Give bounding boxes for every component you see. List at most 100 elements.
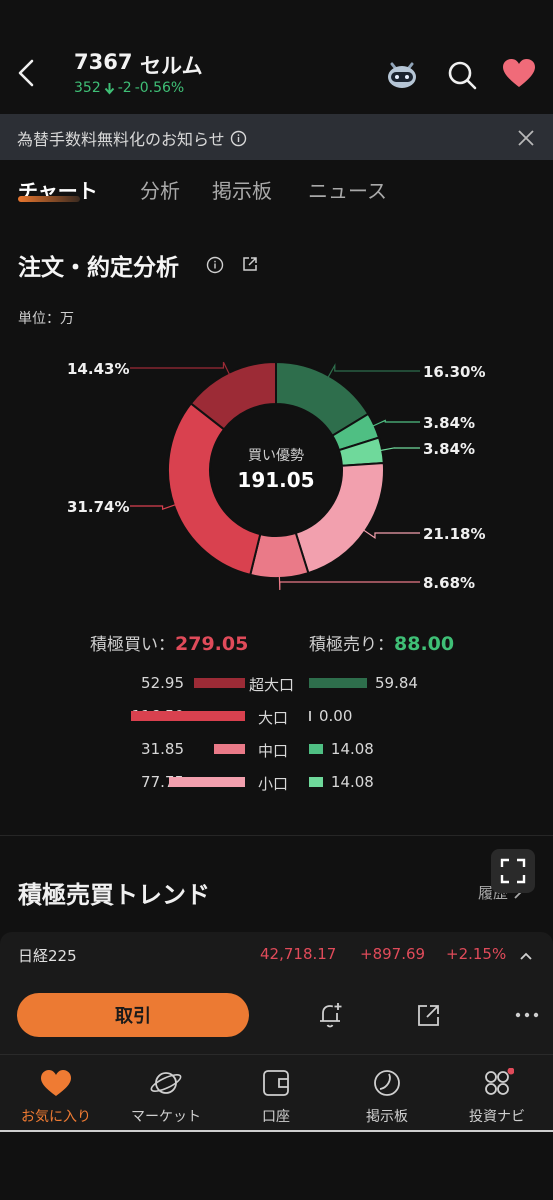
more-dots-icon bbox=[515, 1012, 539, 1018]
nav-label: 口座 bbox=[262, 1109, 290, 1125]
bell-plus-icon bbox=[320, 1003, 342, 1028]
nav-account[interactable]: 口座 bbox=[221, 1068, 331, 1126]
price-line: 352 -2 -0.56% bbox=[74, 80, 184, 96]
chevron-left-icon bbox=[18, 59, 34, 87]
donut-slice-ultra-large-buy bbox=[189, 360, 277, 431]
nav-favorites[interactable]: お気に入り bbox=[1, 1068, 111, 1126]
share-icon bbox=[418, 1005, 439, 1026]
more-button[interactable] bbox=[514, 1000, 542, 1030]
fullscreen-button[interactable] bbox=[491, 849, 535, 893]
donut-center-label: 買い優勢 bbox=[248, 448, 304, 464]
active-sell-summary: 積極売り：88.00 bbox=[309, 630, 454, 655]
slice-label-medium-buy: 8.68% bbox=[423, 574, 476, 592]
trend-title: 積極売買トレンド bbox=[18, 881, 210, 909]
row-buy-bar bbox=[131, 711, 245, 721]
slice-label-ultra-large-sell: 16.30% bbox=[423, 363, 486, 381]
section-divider bbox=[0, 835, 553, 836]
tab-analysis[interactable]: 分析 bbox=[140, 179, 180, 203]
favorite-button[interactable] bbox=[501, 56, 537, 92]
info-icon bbox=[206, 256, 224, 274]
share-icon bbox=[243, 257, 257, 271]
active-sell-label: 積極売り： bbox=[309, 635, 394, 655]
leader-line-medium-buy bbox=[278, 573, 420, 590]
notice-label: 為替手数料無料化のお知らせ bbox=[17, 130, 225, 149]
leader-line-ultra-large-sell bbox=[326, 363, 420, 380]
notice-text[interactable]: 為替手数料無料化のお知らせ bbox=[17, 126, 247, 150]
price-change: -2 bbox=[117, 80, 132, 96]
active-buy-label: 積極買い： bbox=[90, 635, 175, 655]
row-buy-bar bbox=[214, 744, 245, 754]
stock-name: セルム bbox=[140, 54, 203, 78]
row-sell-bar bbox=[309, 777, 323, 787]
price-change-pct: -0.56% bbox=[134, 80, 185, 96]
active-tab-indicator bbox=[18, 196, 80, 202]
active-buy-value: 279.05 bbox=[175, 633, 249, 655]
index-change-pct: +2.15% bbox=[446, 945, 507, 963]
row-buy-value: 52.95 bbox=[141, 674, 184, 692]
slice-label-large-buy: 31.74% bbox=[67, 498, 130, 516]
notice-banner[interactable] bbox=[0, 114, 553, 160]
chevron-up-icon bbox=[520, 952, 532, 960]
leader-line-medium-sell bbox=[378, 447, 420, 452]
nav-invest-navi[interactable]: 投資ナビ bbox=[442, 1067, 552, 1126]
nav-market[interactable]: マーケット bbox=[111, 1068, 221, 1126]
tab-board[interactable]: 掲示板 bbox=[212, 179, 272, 203]
board-icon bbox=[374, 1070, 400, 1096]
nav-board[interactable]: 掲示板 bbox=[332, 1068, 442, 1126]
trade-button[interactable]: 取引 bbox=[17, 993, 249, 1037]
price-alert-button[interactable] bbox=[317, 1000, 345, 1030]
current-price: 352 bbox=[74, 80, 101, 96]
tab-news[interactable]: ニュース bbox=[308, 179, 387, 203]
info-icon bbox=[230, 130, 246, 147]
home-indicator bbox=[0, 1130, 553, 1132]
share-button[interactable] bbox=[415, 1000, 443, 1030]
back-button[interactable] bbox=[14, 58, 38, 88]
order-donut-chart bbox=[130, 360, 420, 590]
nav-divider bbox=[0, 1054, 553, 1055]
row-sell-value: 14.08 bbox=[330, 773, 374, 791]
row-buy-bar bbox=[193, 678, 245, 688]
slice-label-ultra-large-buy: 14.43% bbox=[67, 360, 130, 378]
slice-label-large-sell: 3.84% bbox=[423, 414, 476, 432]
section-share-button[interactable] bbox=[241, 255, 259, 277]
close-icon bbox=[518, 130, 534, 146]
arrow-down-icon bbox=[104, 82, 114, 95]
wallet-icon bbox=[263, 1070, 289, 1096]
row-sell-value: 0.00 bbox=[319, 707, 353, 725]
row-label: 中口 bbox=[258, 742, 289, 760]
robot-mascot-icon bbox=[388, 62, 416, 88]
search-icon bbox=[448, 61, 477, 90]
row-buy-value: 77.75 bbox=[141, 773, 184, 791]
slice-label-medium-sell: 3.84% bbox=[423, 440, 476, 458]
index-expand-button[interactable] bbox=[519, 947, 533, 966]
slice-label-small-buy: 21.18% bbox=[423, 525, 486, 543]
row-label: 小口 bbox=[258, 775, 289, 793]
active-sell-value: 88.00 bbox=[394, 633, 455, 655]
search-button[interactable] bbox=[444, 56, 480, 92]
nav-label: 投資ナビ bbox=[469, 1109, 525, 1125]
index-change: +897.69 bbox=[360, 945, 426, 963]
leader-line-large-sell bbox=[370, 419, 420, 428]
index-name[interactable]: 日経225 bbox=[18, 947, 77, 965]
row-sell-bar bbox=[309, 744, 323, 754]
stock-code: 7367 bbox=[74, 50, 133, 74]
row-sell-value: 59.84 bbox=[375, 674, 418, 692]
leader-line-ultra-large-buy bbox=[130, 361, 231, 377]
leader-line-large-buy bbox=[130, 503, 178, 511]
nav-label: お気に入り bbox=[21, 1109, 91, 1125]
section-info-button[interactable] bbox=[206, 256, 224, 278]
section-title: 注文・約定分析 bbox=[18, 255, 179, 281]
row-sell-bar bbox=[309, 711, 311, 721]
donut-center-value: 191.05 bbox=[237, 468, 315, 492]
active-buy-summary: 積極買い：279.05 bbox=[90, 630, 248, 655]
row-sell-value: 14.08 bbox=[330, 740, 374, 758]
expand-icon bbox=[500, 858, 526, 884]
row-label: 超大口 bbox=[249, 676, 295, 694]
mascot-button[interactable] bbox=[384, 56, 420, 92]
notice-close-button[interactable] bbox=[516, 128, 536, 148]
row-buy-bar bbox=[168, 777, 245, 787]
nav-label: 掲示板 bbox=[366, 1109, 408, 1125]
leader-line-small-buy bbox=[361, 528, 420, 540]
planet-icon bbox=[150, 1072, 182, 1094]
index-value: 42,718.17 bbox=[260, 945, 337, 963]
